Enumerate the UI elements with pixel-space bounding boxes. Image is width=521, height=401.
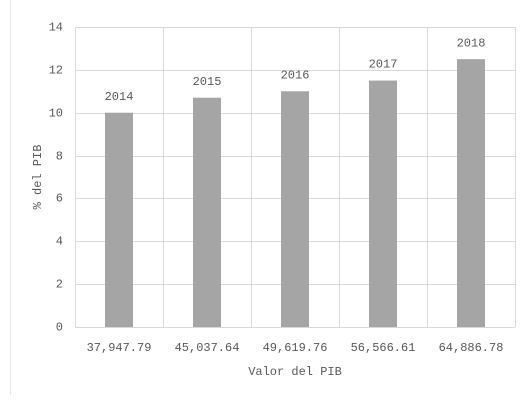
x-axis-label: Valor del PIB — [248, 365, 342, 379]
bar — [105, 112, 133, 327]
x-tick-label: 64,886.78 — [439, 341, 504, 355]
x-tick-label: 45,037.64 — [175, 341, 240, 355]
bar — [369, 80, 397, 327]
y-tick-label: 2 — [56, 278, 63, 292]
bar-label: 2017 — [369, 58, 398, 72]
bar-label: 2014 — [105, 90, 134, 104]
x-tick-label: 37,947.79 — [87, 341, 152, 355]
y-tick-label: 4 — [56, 235, 63, 249]
bar — [457, 59, 485, 328]
y-tick-label: 0 — [56, 321, 63, 335]
x-tick-label: 56,566.61 — [351, 341, 416, 355]
y-axis-label: % del PIB — [31, 145, 45, 210]
y-tick-label: 6 — [56, 192, 63, 206]
bar-label: 2018 — [457, 36, 486, 50]
y-tick-label: 12 — [49, 64, 63, 78]
y-tick-label: 10 — [49, 107, 63, 121]
bar-label: 2015 — [193, 75, 222, 89]
y-tick-label: 8 — [56, 150, 63, 164]
x-tick-label: 49,619.76 — [263, 341, 328, 355]
bar-label: 2016 — [281, 68, 310, 82]
y-tick-label: 14 — [49, 21, 63, 35]
bar — [281, 91, 309, 328]
bar — [193, 97, 221, 327]
